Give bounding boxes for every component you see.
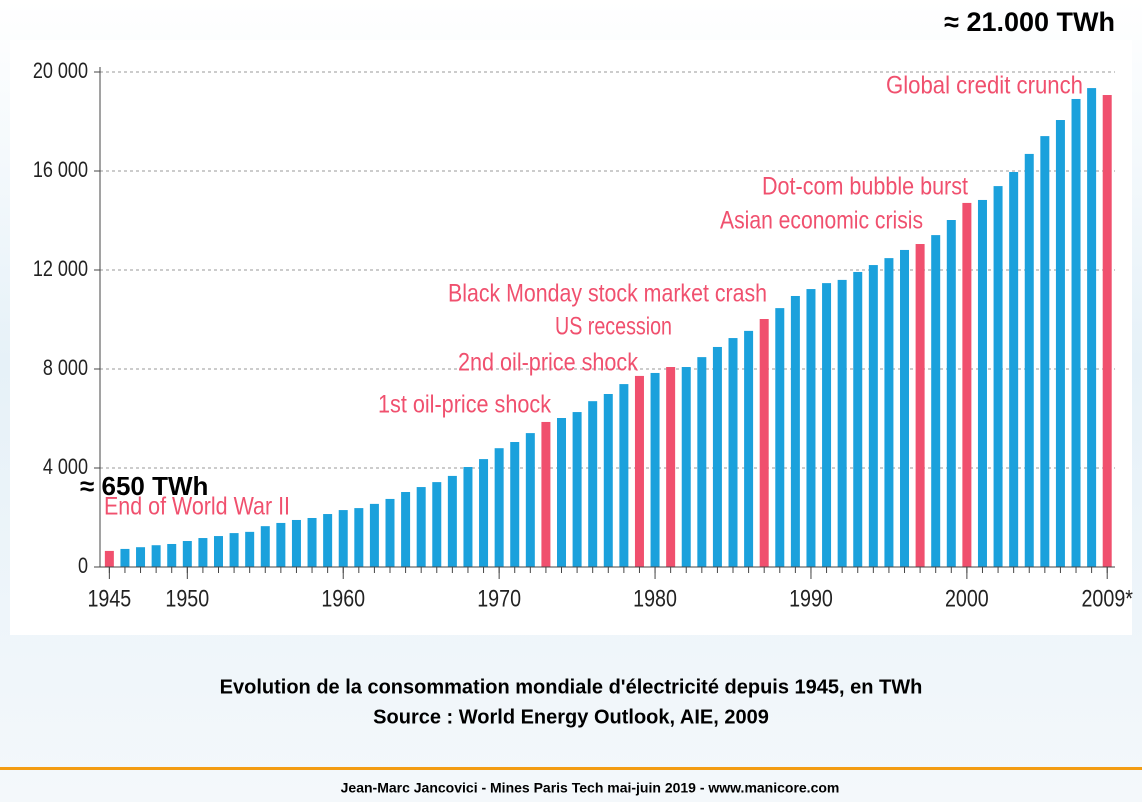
caption: Evolution de la consommation mondiale d'… bbox=[220, 676, 923, 698]
bar bbox=[744, 330, 754, 567]
bar bbox=[1024, 153, 1034, 568]
bar bbox=[494, 448, 504, 567]
footer: Jean-Marc Jancovici - Mines Paris Tech m… bbox=[341, 780, 840, 796]
bar bbox=[1102, 95, 1112, 567]
x-tick-label: 1970 bbox=[477, 584, 521, 611]
bar bbox=[245, 531, 255, 567]
bar bbox=[401, 492, 411, 567]
bar bbox=[229, 533, 239, 567]
annotation: 1st oil-price shock bbox=[378, 391, 551, 419]
bar bbox=[136, 547, 146, 567]
bar bbox=[666, 367, 676, 567]
bar bbox=[432, 482, 442, 567]
bar bbox=[151, 545, 161, 567]
y-tick-label: 8 000 bbox=[43, 356, 88, 380]
x-tick-label: 1950 bbox=[165, 584, 209, 611]
bar bbox=[946, 220, 956, 567]
bar bbox=[603, 393, 613, 567]
bar bbox=[915, 244, 925, 567]
bar bbox=[728, 338, 738, 567]
bar bbox=[447, 475, 457, 567]
bar bbox=[1009, 171, 1019, 568]
y-tick-label: 20 000 bbox=[33, 59, 88, 83]
bar bbox=[884, 258, 894, 567]
bar bbox=[104, 550, 114, 567]
bar bbox=[525, 433, 535, 567]
bar bbox=[385, 498, 395, 567]
bar bbox=[479, 459, 489, 567]
bar bbox=[868, 265, 878, 567]
bar bbox=[557, 418, 567, 567]
bar bbox=[619, 384, 629, 567]
x-tick-label: 1945 bbox=[87, 584, 131, 611]
source: Source : World Energy Outlook, AIE, 2009 bbox=[373, 706, 769, 728]
bar bbox=[167, 543, 177, 567]
bar bbox=[588, 401, 598, 567]
bar bbox=[1055, 120, 1065, 567]
bar bbox=[931, 235, 941, 568]
bar bbox=[712, 346, 722, 567]
bar bbox=[182, 541, 192, 567]
x-tick-label: 2000 bbox=[945, 584, 989, 611]
y-tick-label: 12 000 bbox=[33, 257, 88, 281]
annotation: Black Monday stock market crash bbox=[448, 280, 767, 308]
bar bbox=[650, 372, 660, 567]
bar bbox=[837, 279, 847, 567]
x-tick-label: 1960 bbox=[321, 584, 365, 611]
bar bbox=[369, 503, 379, 567]
footer-rule bbox=[0, 767, 1142, 770]
bar bbox=[198, 538, 208, 567]
y-tick-label: 16 000 bbox=[33, 158, 88, 182]
bar bbox=[338, 510, 348, 567]
bar bbox=[354, 508, 364, 567]
bar bbox=[634, 375, 644, 567]
bar bbox=[1040, 136, 1050, 568]
bar bbox=[323, 514, 333, 567]
x-tick-label: 2009* bbox=[1081, 584, 1133, 611]
start-note: ≈ 650 TWh bbox=[80, 471, 208, 501]
bar bbox=[510, 442, 520, 567]
bar bbox=[977, 199, 987, 567]
annotation: 2nd oil-price shock bbox=[458, 349, 638, 377]
annotation: Global credit crunch bbox=[886, 72, 1083, 100]
bar bbox=[1087, 88, 1097, 568]
bar bbox=[463, 467, 473, 567]
bar bbox=[962, 202, 972, 568]
bar bbox=[572, 412, 582, 567]
y-tick-label: 0 bbox=[78, 554, 88, 578]
bar bbox=[291, 519, 301, 567]
x-tick-label: 1990 bbox=[789, 584, 833, 611]
bar bbox=[681, 367, 691, 567]
bar bbox=[822, 283, 832, 567]
chart-panel bbox=[10, 40, 1132, 635]
x-tick-label: 1980 bbox=[633, 584, 677, 611]
bar bbox=[853, 271, 863, 567]
bar bbox=[1071, 98, 1081, 567]
bar bbox=[775, 308, 785, 567]
bar bbox=[806, 289, 816, 567]
bar bbox=[900, 249, 910, 567]
y-tick-label: 4 000 bbox=[43, 455, 88, 479]
annotation: Asian economic crisis bbox=[720, 207, 923, 235]
bar bbox=[120, 548, 130, 567]
bar bbox=[993, 186, 1003, 567]
bar bbox=[759, 319, 769, 567]
bar bbox=[416, 487, 426, 567]
bar bbox=[790, 295, 800, 567]
top-note: ≈ 21.000 TWh bbox=[944, 7, 1115, 37]
bar bbox=[276, 522, 286, 567]
annotation: US recession bbox=[555, 313, 672, 341]
annotation: End of World War II bbox=[104, 493, 290, 521]
annotation: Dot-com bubble burst bbox=[762, 173, 968, 201]
bar bbox=[307, 517, 317, 567]
bar bbox=[697, 357, 707, 567]
bar bbox=[213, 536, 223, 567]
bar bbox=[541, 421, 551, 567]
bar bbox=[260, 526, 270, 567]
